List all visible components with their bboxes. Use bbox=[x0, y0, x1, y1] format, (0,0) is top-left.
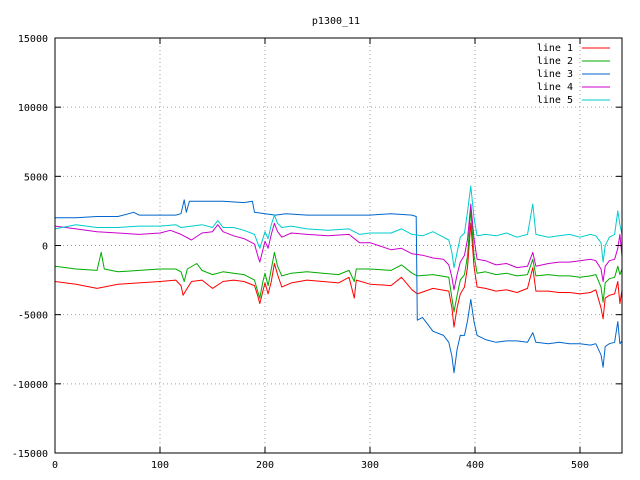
x-tick-label: 300 bbox=[361, 460, 379, 471]
legend: line 1 line 2 line 3 line 4 line 5 bbox=[537, 43, 610, 106]
y-tick-label: 15000 bbox=[18, 34, 48, 45]
x-tick-label: 100 bbox=[151, 460, 169, 471]
legend-label: line 3 bbox=[537, 69, 573, 80]
legend-label: line 1 bbox=[537, 43, 573, 54]
series-lines bbox=[54, 185, 623, 374]
series-line-5 bbox=[54, 185, 623, 269]
grid bbox=[55, 38, 622, 453]
y-tick-label: -5000 bbox=[18, 311, 48, 322]
y-tick-label: 5000 bbox=[24, 172, 48, 183]
legend-label: line 2 bbox=[537, 56, 573, 67]
y-tick-label: 0 bbox=[42, 242, 48, 253]
y-tick-label: -10000 bbox=[12, 380, 48, 391]
axes: 0 100 200 300 400 500 -15000 -10000 -5000 0 5000 10… bbox=[12, 34, 622, 471]
x-tick-label: 500 bbox=[571, 460, 589, 471]
legend-label: line 4 bbox=[537, 82, 573, 93]
legend-label: line 5 bbox=[537, 95, 573, 106]
series-line-2 bbox=[54, 209, 623, 313]
y-tick-label: -15000 bbox=[12, 449, 48, 460]
series-line-4 bbox=[54, 203, 623, 291]
chart-title: p1300_11 bbox=[312, 16, 360, 27]
x-tick-label: 400 bbox=[466, 460, 484, 471]
series-line-3 bbox=[55, 199, 623, 374]
y-tick-label: 10000 bbox=[18, 103, 48, 114]
x-tick-label: 200 bbox=[256, 460, 274, 471]
x-tick-label: 0 bbox=[52, 460, 58, 471]
series-line-1 bbox=[54, 222, 623, 328]
